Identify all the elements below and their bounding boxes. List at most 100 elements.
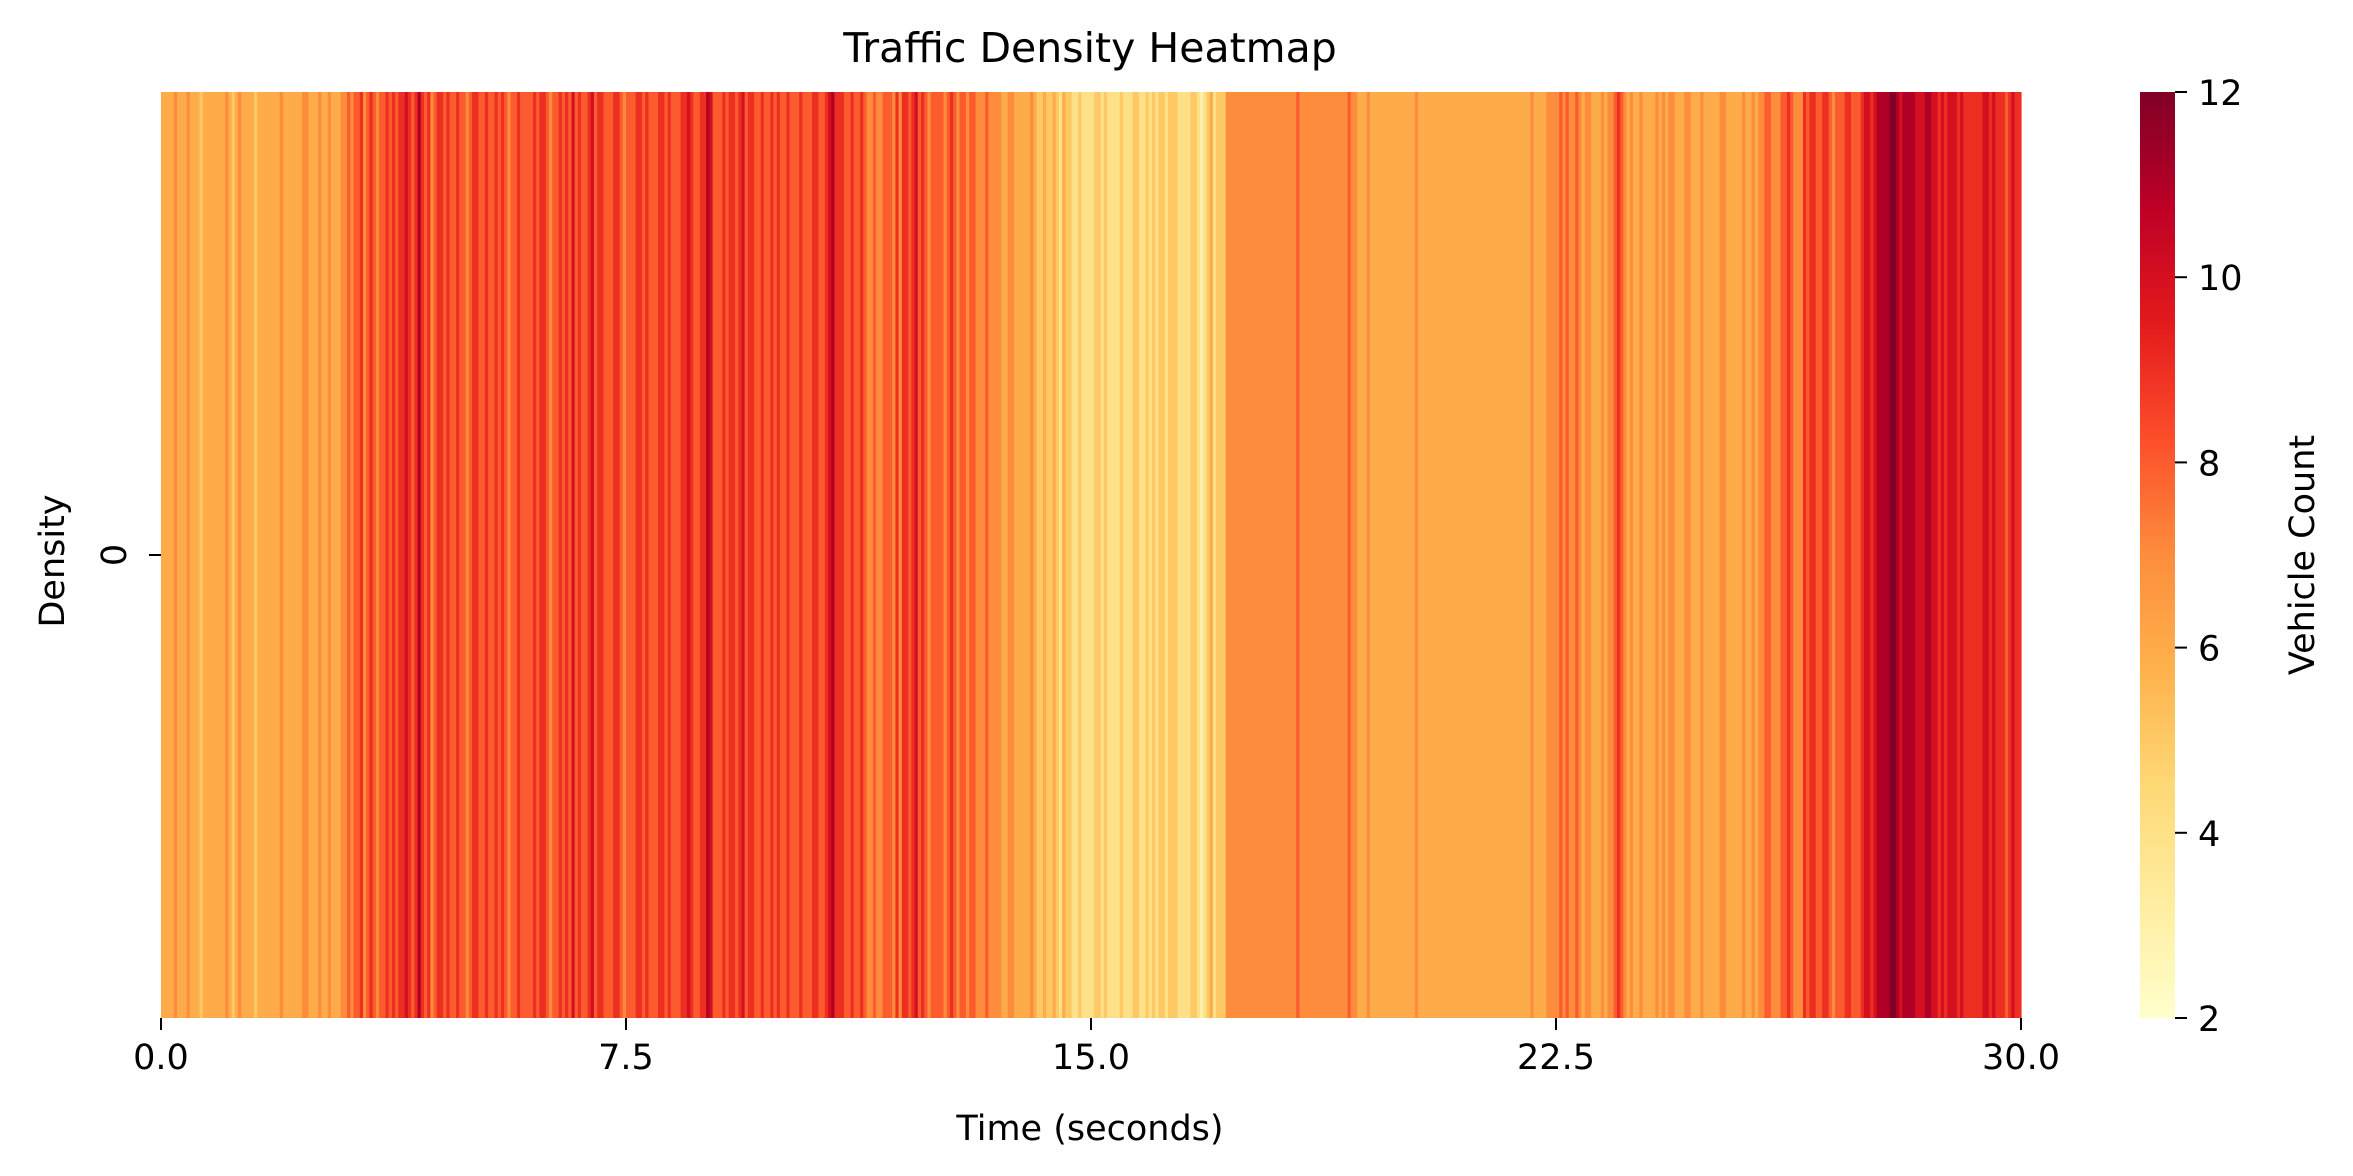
heatmap-cell bbox=[850, 92, 855, 1018]
heatmap-cell bbox=[709, 92, 714, 1018]
heatmap-cell bbox=[1966, 92, 1971, 1018]
heatmap-cell bbox=[1126, 92, 1131, 1018]
heatmap-cell bbox=[1783, 92, 1788, 1018]
heatmap-cell bbox=[209, 92, 213, 1018]
heatmap-cell bbox=[1700, 92, 1705, 1018]
heatmap-cell bbox=[1924, 92, 1929, 1018]
heatmap-cell bbox=[568, 92, 573, 1018]
heatmap-cell bbox=[1097, 92, 1102, 1018]
heatmap-cell bbox=[167, 92, 172, 1018]
heatmap-cell bbox=[308, 92, 313, 1018]
heatmap-cell bbox=[462, 92, 467, 1018]
heatmap-cell bbox=[648, 92, 653, 1018]
heatmap-cell bbox=[391, 92, 396, 1018]
heatmap-cell bbox=[933, 92, 938, 1018]
heatmap-cell bbox=[488, 92, 492, 1018]
heatmap-cell bbox=[1312, 92, 1317, 1018]
heatmap-cell bbox=[484, 92, 489, 1018]
heatmap-cell bbox=[1010, 92, 1015, 1018]
heatmap-cell bbox=[1591, 92, 1596, 1018]
heatmap-cell bbox=[1902, 92, 1907, 1018]
heatmap-cell bbox=[257, 92, 262, 1018]
heatmap-cell bbox=[318, 92, 322, 1018]
heatmap-cell bbox=[1658, 92, 1663, 1018]
heatmap-cell bbox=[1421, 92, 1426, 1018]
heatmap-cell bbox=[1876, 92, 1881, 1018]
heatmap-cell bbox=[1584, 92, 1589, 1018]
y-axis-label: Density bbox=[33, 494, 73, 627]
heatmap-cell bbox=[1341, 92, 1345, 1018]
heatmap-cell bbox=[1177, 92, 1182, 1018]
heatmap-cell bbox=[1273, 92, 1278, 1018]
heatmap-cell bbox=[1091, 92, 1095, 1018]
chart-title: Traffic Density Heatmap bbox=[842, 24, 1336, 72]
heatmap-cell bbox=[1988, 92, 1993, 1018]
heatmap-cell bbox=[1908, 92, 1913, 1018]
heatmap-cell bbox=[1184, 92, 1188, 1018]
heatmap-cell bbox=[1847, 92, 1852, 1018]
heatmap-cell bbox=[1703, 92, 1708, 1018]
heatmap-cell bbox=[1748, 92, 1753, 1018]
heatmap-cell bbox=[1879, 92, 1884, 1018]
heatmap-cell bbox=[1649, 92, 1653, 1018]
heatmap-cell bbox=[760, 92, 765, 1018]
heatmap-cell bbox=[1562, 92, 1567, 1018]
heatmap-cell bbox=[1636, 92, 1640, 1018]
heatmap-cell bbox=[1937, 92, 1942, 1018]
heatmap-cell bbox=[670, 92, 675, 1018]
heatmap-cell bbox=[388, 92, 393, 1018]
heatmap-cell bbox=[1684, 92, 1689, 1018]
heatmap-cell bbox=[241, 92, 245, 1018]
heatmap-cell bbox=[1523, 92, 1528, 1018]
heatmap-cell bbox=[1363, 92, 1368, 1018]
heatmap-cell bbox=[680, 92, 685, 1018]
heatmap-cell bbox=[1979, 92, 1984, 1018]
heatmap-cell bbox=[969, 92, 973, 1018]
heatmap-cell bbox=[1148, 92, 1153, 1018]
heatmap-cell bbox=[690, 92, 694, 1018]
heatmap-cell bbox=[366, 92, 371, 1018]
heatmap-cell bbox=[1725, 92, 1730, 1018]
heatmap-cell bbox=[1139, 92, 1143, 1018]
heatmap-cell bbox=[1642, 92, 1647, 1018]
heatmap-cell bbox=[1950, 92, 1955, 1018]
heatmap-cell bbox=[744, 92, 749, 1018]
heatmap-cell bbox=[1001, 92, 1006, 1018]
heatmap-cell bbox=[888, 92, 893, 1018]
heatmap-cell bbox=[1645, 92, 1650, 1018]
heatmap-cell bbox=[1161, 92, 1166, 1018]
heatmap-cell bbox=[1055, 92, 1060, 1018]
heatmap-cell bbox=[1450, 92, 1454, 1018]
heatmap-cell bbox=[270, 92, 274, 1018]
heatmap-cell bbox=[273, 92, 278, 1018]
heatmap-cell bbox=[443, 92, 448, 1018]
heatmap-cell bbox=[924, 92, 929, 1018]
heatmap-cell bbox=[1277, 92, 1281, 1018]
heatmap-cell bbox=[1206, 92, 1211, 1018]
heatmap-cell bbox=[616, 92, 621, 1018]
heatmap-cell bbox=[921, 92, 925, 1018]
heatmap-cell bbox=[1212, 92, 1217, 1018]
heatmap-cell bbox=[1241, 92, 1246, 1018]
heatmap-cell bbox=[260, 92, 265, 1018]
heatmap-cell bbox=[1620, 92, 1624, 1018]
heatmap-cell bbox=[635, 92, 640, 1018]
heatmap-cell bbox=[1110, 92, 1115, 1018]
heatmap-cell bbox=[1479, 92, 1483, 1018]
heatmap-cell bbox=[1491, 92, 1496, 1018]
heatmap-cell bbox=[927, 92, 932, 1018]
heatmap-cell bbox=[1203, 92, 1208, 1018]
heatmap-cell bbox=[311, 92, 316, 1018]
heatmap-cell bbox=[1337, 92, 1342, 1018]
heatmap-cell bbox=[353, 92, 358, 1018]
heatmap-cell bbox=[302, 92, 306, 1018]
heatmap-cell bbox=[789, 92, 794, 1018]
heatmap-cell bbox=[1722, 92, 1727, 1018]
heatmap-cell bbox=[805, 92, 810, 1018]
heatmap-cell bbox=[866, 92, 871, 1018]
heatmap-cell bbox=[1446, 92, 1451, 1018]
heatmap-cell bbox=[1145, 92, 1150, 1018]
heatmap-cell bbox=[879, 92, 884, 1018]
heatmap-cell bbox=[1799, 92, 1804, 1018]
heatmap-cell bbox=[1594, 92, 1599, 1018]
